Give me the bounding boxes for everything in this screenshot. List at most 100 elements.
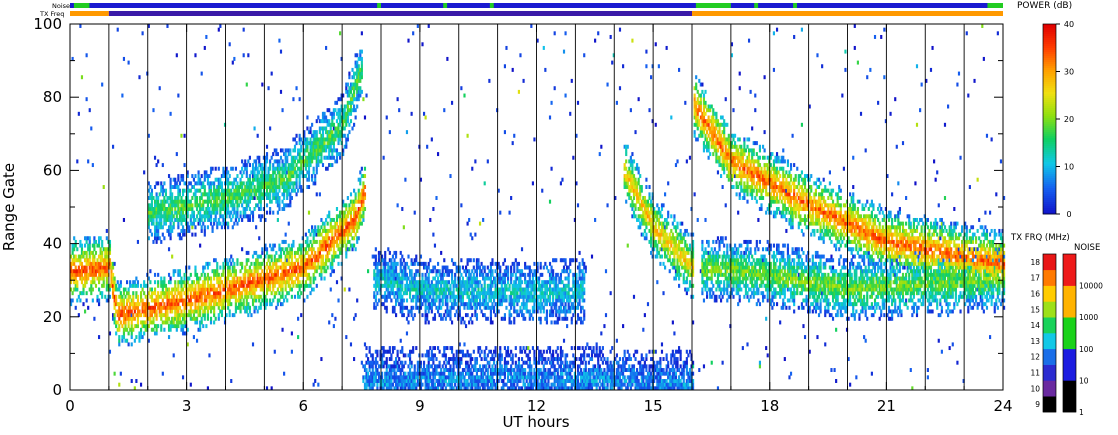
heatmap-cell xyxy=(444,316,447,321)
heatmap-cell xyxy=(337,298,340,303)
heatmap-cell xyxy=(475,294,479,299)
heatmap-cell xyxy=(335,133,339,138)
heatmap-cell xyxy=(430,137,433,142)
heatmap-cell xyxy=(314,137,317,142)
heatmap-cell xyxy=(195,188,199,193)
heatmap-cell xyxy=(169,327,172,332)
heatmap-cell xyxy=(301,159,304,164)
heatmap-cell xyxy=(385,272,388,277)
heatmap-cell xyxy=(138,338,141,343)
heatmap-cell xyxy=(332,324,335,329)
heatmap-cell xyxy=(474,368,477,372)
heatmap-cell xyxy=(203,45,206,50)
heatmap-cell xyxy=(141,324,144,329)
heatmap-cell xyxy=(258,261,261,266)
heatmap-cell xyxy=(295,170,298,175)
heatmap-cell xyxy=(293,148,297,153)
heatmap-cell xyxy=(281,177,284,182)
heatmap-cell xyxy=(273,196,276,200)
heatmap-cell xyxy=(492,379,496,383)
heatmap-cell xyxy=(261,261,264,266)
heatmap-cell xyxy=(236,199,239,204)
heatmap-cell xyxy=(461,298,465,303)
heatmap-cell xyxy=(387,287,390,292)
heatmap-cell xyxy=(307,170,311,175)
heatmap-cell xyxy=(410,111,413,116)
heatmap-cell xyxy=(447,269,451,274)
heatmap-cell xyxy=(292,243,295,248)
heatmap-cell xyxy=(376,371,379,376)
heatmap-cell xyxy=(90,283,93,288)
heatmap-cell xyxy=(125,280,129,285)
heatmap-cell xyxy=(144,283,147,288)
heatmap-cell xyxy=(73,272,76,277)
heatmap-cell xyxy=(312,236,315,241)
heatmap-cell xyxy=(242,287,245,292)
heatmap-cell xyxy=(396,261,399,266)
heatmap-cell xyxy=(429,346,432,351)
heatmap-cell xyxy=(360,60,363,65)
heatmap-cell xyxy=(452,371,455,376)
heatmap-cell xyxy=(331,225,334,230)
heatmap-cell xyxy=(482,287,485,292)
heatmap-cell xyxy=(466,302,469,307)
heatmap-cell xyxy=(230,254,233,259)
heatmap-cell xyxy=(483,181,486,186)
heatmap-cell xyxy=(206,261,209,266)
heatmap-cell xyxy=(289,254,292,259)
heatmap-cell xyxy=(371,371,374,376)
heatmap-cell xyxy=(197,210,200,215)
heatmap-cell xyxy=(354,71,357,76)
heatmap-cell xyxy=(318,243,321,248)
heatmap-cell xyxy=(432,283,435,288)
heatmap-cell xyxy=(368,368,371,372)
heatmap-cell xyxy=(279,287,283,292)
heatmap-cell xyxy=(290,269,293,274)
heatmap-cell xyxy=(208,192,211,197)
heatmap-cell xyxy=(188,302,191,307)
heatmap-cell xyxy=(377,272,381,277)
heatmap-cell xyxy=(408,360,412,365)
heatmap-cell xyxy=(264,298,267,303)
heatmap-cell xyxy=(191,287,194,292)
heatmap-cell xyxy=(376,272,379,277)
heatmap-cell xyxy=(325,45,328,50)
heatmap-cell xyxy=(427,298,430,303)
heatmap-cell xyxy=(119,283,122,288)
heatmap-cell xyxy=(363,207,367,211)
heatmap-cell xyxy=(164,294,168,299)
heatmap-cell xyxy=(255,280,258,285)
heatmap-cell xyxy=(454,360,457,365)
heatmap-cell xyxy=(203,305,206,310)
heatmap-cell xyxy=(199,203,202,208)
heatmap-cell xyxy=(446,269,449,274)
heatmap-cell xyxy=(191,316,194,321)
heatmap-cell xyxy=(346,108,349,113)
heatmap-cell xyxy=(342,133,345,138)
heatmap-cell xyxy=(192,313,195,318)
heatmap-cell xyxy=(418,305,421,310)
heatmap-cell xyxy=(155,331,158,336)
heatmap-cell xyxy=(208,261,211,266)
heatmap-cell xyxy=(152,221,155,226)
heatmap-cell xyxy=(426,375,429,380)
heatmap-cell xyxy=(477,368,480,372)
heatmap-cell xyxy=(410,313,413,318)
heatmap-cell xyxy=(460,283,463,288)
heatmap-cell xyxy=(97,254,101,259)
heatmap-cell xyxy=(275,276,278,281)
heatmap-cell xyxy=(217,192,220,197)
heatmap-cell xyxy=(399,368,402,372)
heatmap-cell xyxy=(323,239,326,244)
heatmap-cell xyxy=(382,276,385,281)
heatmap-cell xyxy=(393,280,396,285)
heatmap-cell xyxy=(220,280,223,285)
heatmap-cell xyxy=(377,283,381,288)
heatmap-cell xyxy=(136,313,140,318)
heatmap-cell xyxy=(306,137,309,142)
heatmap-cell xyxy=(471,276,474,281)
heatmap-cell xyxy=(152,108,155,113)
heatmap-cell xyxy=(485,346,488,351)
heatmap-cell xyxy=(314,181,317,186)
heatmap-cell xyxy=(230,287,233,292)
